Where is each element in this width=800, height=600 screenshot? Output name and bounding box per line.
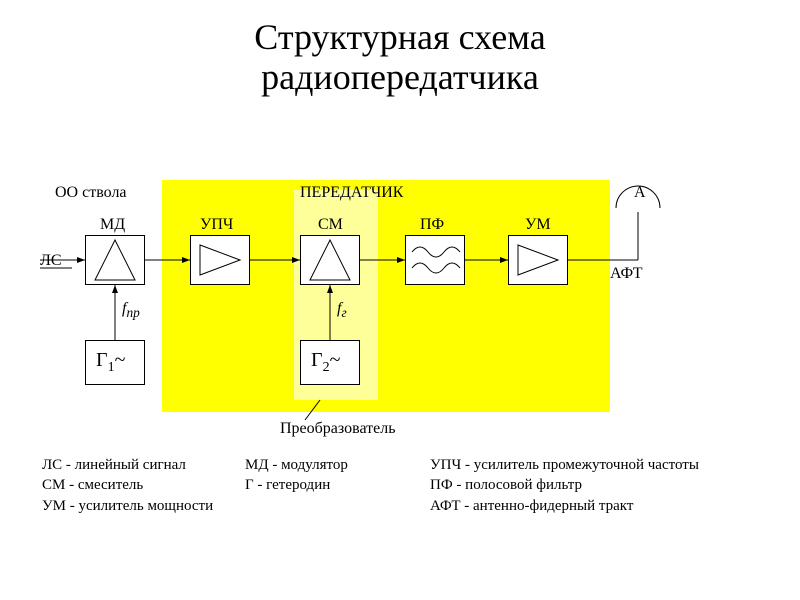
label-a: А bbox=[634, 184, 646, 202]
label-fg-sub: г bbox=[341, 305, 346, 320]
label-fg: fг bbox=[337, 300, 347, 321]
label-g2-sub: 2 bbox=[323, 360, 330, 375]
legend-col-mid: МД - модулятор Г - гетеродин bbox=[245, 455, 348, 496]
label-fpr: fпр bbox=[122, 300, 140, 321]
legend-col-right: УПЧ - усилитель промежуточной частоты ПФ… bbox=[430, 455, 699, 516]
legend-pf: ПФ - полосовой фильтр bbox=[430, 475, 699, 495]
label-fpr-sub: пр bbox=[126, 305, 139, 320]
label-preobr: Преобразователь bbox=[280, 420, 396, 438]
legend-g: Г - гетеродин bbox=[245, 475, 348, 495]
legend-col-left: ЛС - линейный сигнал СМ - смеситель УМ -… bbox=[42, 455, 213, 516]
title-l2: радиопередатчика bbox=[261, 57, 539, 97]
block-sm bbox=[300, 235, 360, 285]
label-g1-tilde: ~ bbox=[115, 349, 126, 371]
block-md bbox=[85, 235, 145, 285]
diagram-canvas: Структурная схема радиопередатчика ОО ст… bbox=[0, 0, 800, 600]
label-upch: УПЧ bbox=[200, 216, 233, 234]
block-upch bbox=[190, 235, 250, 285]
label-g2-tilde: ~ bbox=[330, 349, 341, 371]
label-pf: ПФ bbox=[420, 216, 444, 234]
page-title: Структурная схема радиопередатчика bbox=[0, 18, 800, 97]
transmitter-region bbox=[162, 180, 610, 412]
label-g1: Г1~ bbox=[96, 349, 125, 376]
label-aft: АФТ bbox=[610, 265, 643, 283]
legend-um: УМ - усилитель мощности bbox=[42, 496, 213, 516]
label-ls: ЛС bbox=[40, 252, 62, 270]
label-g2: Г2~ bbox=[311, 349, 340, 376]
label-g2-g: Г bbox=[311, 349, 323, 371]
label-md: МД bbox=[100, 216, 125, 234]
title-l1: Структурная схема bbox=[254, 17, 545, 57]
label-um: УМ bbox=[525, 216, 551, 234]
label-oo-stvola: ОО ствола bbox=[55, 184, 127, 202]
legend-sm: СМ - смеситель bbox=[42, 475, 213, 495]
block-um bbox=[508, 235, 568, 285]
label-g1-sub: 1 bbox=[108, 360, 115, 375]
legend-aft: АФТ - антенно-фидерный тракт bbox=[430, 496, 699, 516]
label-sm: СМ bbox=[318, 216, 343, 234]
label-g1-g: Г bbox=[96, 349, 108, 371]
legend-md: МД - модулятор bbox=[245, 455, 348, 475]
block-pf bbox=[405, 235, 465, 285]
label-peredatchik: ПЕРЕДАТЧИК bbox=[300, 184, 403, 202]
legend-upch: УПЧ - усилитель промежуточной частоты bbox=[430, 455, 699, 475]
legend-ls: ЛС - линейный сигнал bbox=[42, 455, 213, 475]
